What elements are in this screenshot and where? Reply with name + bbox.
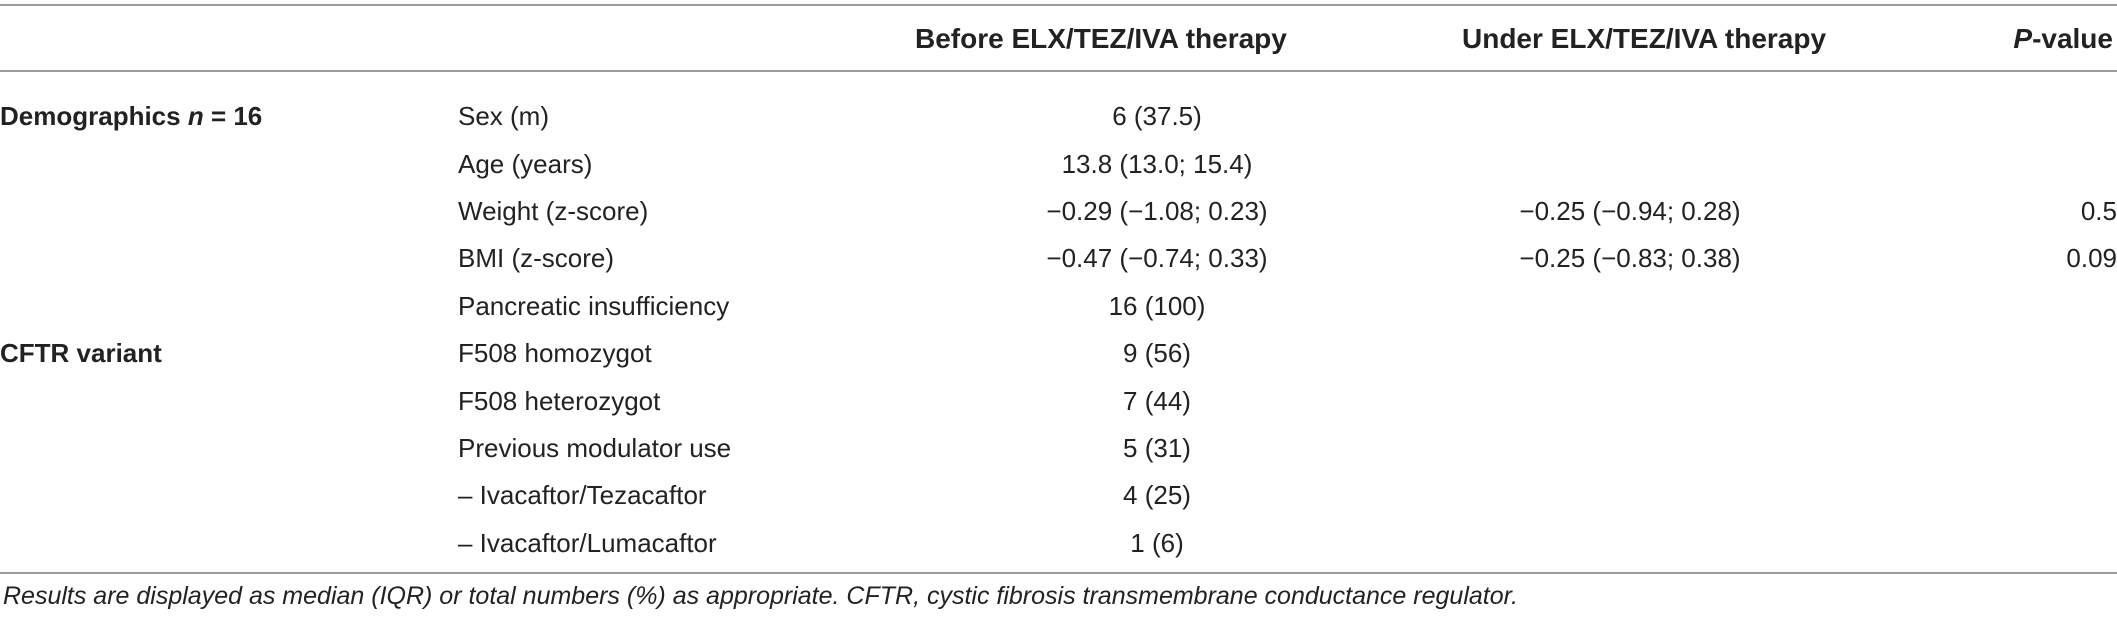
column-header-under: Under ELX/TEZ/IVA therapy [1462,23,1827,54]
row-group-cell [0,472,458,519]
table-row: BMI (z-score) −0.47 (−0.74; 0.33) −0.25 (−… [0,235,2117,282]
row-group-cell [0,283,458,330]
p-value [1866,93,2117,140]
value-under [1394,330,1866,377]
table-bottom-rule [0,572,2117,574]
p-value [1866,425,2117,472]
row-group-cell: CFTR variant [0,330,458,377]
row-group-label: Demographics [0,101,188,132]
row-label: F508 homozygot [458,338,652,369]
value-under [1394,283,1866,330]
value-before: 16 (100) [1108,290,1206,321]
row-label: BMI (z-score) [458,243,614,274]
value-before: 6 (37.5) [1112,101,1202,132]
table-row: F508 heterozygot 7 (44) [0,377,2117,424]
row-group-cell: Demographics n = 16 [0,93,458,140]
column-header-p-value: P-value [2013,23,2113,55]
value-before: 13.8 (13.0; 15.4) [1061,148,1253,179]
p-value [1866,520,2117,567]
p-value [1866,283,2117,330]
table-row: Demographics n = 16 Sex (m) 6 (37.5) [0,93,2117,140]
table-row: – Ivacaftor/Lumacaftor 1 (6) [0,520,2117,567]
value-before: 7 (44) [1123,385,1191,416]
results-table: Demographics n = 16 Sex (m) 6 (37.5) Age (y… [0,93,2117,567]
p-value: 0.09 [2066,243,2117,274]
value-under [1394,472,1866,519]
value-under [1394,520,1866,567]
value-before: −0.29 (−1.08; 0.23) [1046,195,1268,226]
row-label: – Ivacaftor/Tezacaftor [458,480,707,511]
value-under: −0.25 (−0.94; 0.28) [1519,195,1741,226]
value-under [1394,425,1866,472]
table-footnote: Results are displayed as median (IQR) or… [3,582,1518,610]
row-label: Pancreatic insufficiency [458,290,730,321]
value-before: −0.47 (−0.74; 0.33) [1046,243,1268,274]
table-header-rule [0,70,2117,72]
value-under [1394,140,1866,187]
table-row: CFTR variant F508 homozygot 9 (56) [0,330,2117,377]
row-label: – Ivacaftor/Lumacaftor [458,527,717,558]
table-row: – Ivacaftor/Tezacaftor 4 (25) [0,472,2117,519]
table-row: Weight (z-score) −0.29 (−1.08; 0.23) −0.25… [0,188,2117,235]
p-value [1866,472,2117,519]
value-under [1394,377,1866,424]
p-value-suffix: -value [2032,23,2113,54]
p-value: 0.5 [2080,195,2117,226]
table-row: Age (years) 13.8 (13.0; 15.4) [0,140,2117,187]
row-group-italic: n [187,101,204,132]
p-value-italic-letter: P [2013,23,2033,54]
row-group-cell [0,520,458,567]
value-before: 5 (31) [1123,432,1191,463]
table-body: Demographics n = 16 Sex (m) 6 (37.5) Age (y… [0,93,2117,567]
value-under: −0.25 (−0.83; 0.38) [1519,243,1741,274]
table-row: Pancreatic insufficiency 16 (100) [0,283,2117,330]
p-value [1866,377,2117,424]
row-group-cell [0,425,458,472]
row-label: Weight (z-score) [458,195,649,226]
column-header-before: Before ELX/TEZ/IVA therapy [915,23,1287,54]
table-top-rule [0,4,2117,6]
value-under [1394,93,1866,140]
row-group-cell [0,377,458,424]
p-value [1866,330,2117,377]
row-label: Sex (m) [458,101,549,132]
row-group-cell [0,235,458,282]
value-before: 9 (56) [1123,338,1191,369]
row-label: Previous modulator use [458,432,732,463]
row-group-cell [0,188,458,235]
row-label: F508 heterozygot [458,385,661,416]
row-group-suffix: = 16 [203,101,263,132]
value-before: 4 (25) [1123,480,1191,511]
table-row: Previous modulator use 5 (31) [0,425,2117,472]
p-value [1866,140,2117,187]
row-group-cell [0,140,458,187]
row-group-label: CFTR variant [0,338,162,369]
value-before: 1 (6) [1130,527,1184,558]
row-label: Age (years) [458,148,593,179]
